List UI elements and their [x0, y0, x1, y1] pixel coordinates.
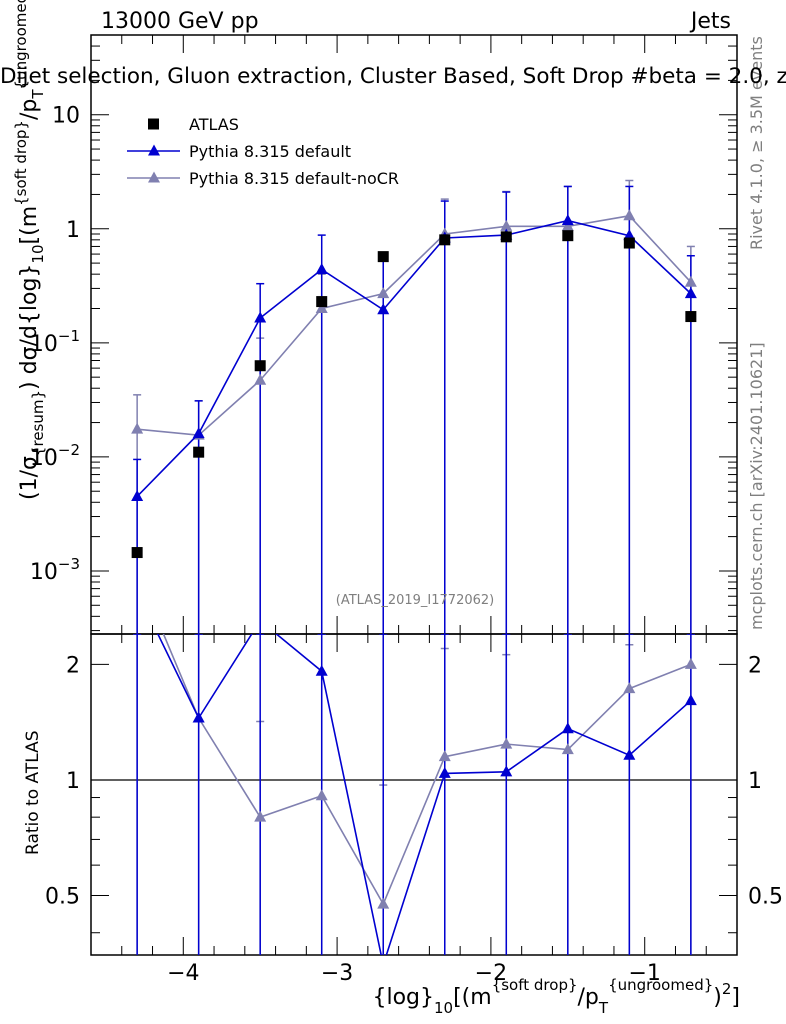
atlas-point	[316, 296, 328, 308]
ratio-point	[377, 897, 390, 909]
ratio-y-tick-label: 1	[66, 769, 80, 794]
data-point	[315, 301, 328, 313]
data-point	[131, 422, 144, 434]
ratio-point	[377, 958, 389, 969]
x-tick-label: −3	[321, 961, 353, 986]
ratio-point	[254, 810, 267, 822]
y-tick-label: 10−3	[30, 555, 80, 585]
ratio-point	[684, 694, 697, 706]
x-axis-label: {log}10[(m{soft drop}/pT{ungroomed})2]	[372, 976, 740, 1017]
ratio-point	[623, 748, 636, 760]
data-point	[623, 209, 636, 221]
y-tick-label: 1	[66, 218, 80, 243]
legend-label: Pythia 8.315 default-noCR	[189, 169, 399, 188]
ratio-point	[315, 789, 328, 801]
y-tick-label: 10−1	[30, 327, 80, 357]
data-point	[561, 219, 574, 231]
atlas-point	[623, 237, 635, 249]
energy-label: 13000 GeV pp	[101, 9, 259, 34]
legend: ATLAS Pythia 8.315 default Pythia 8.315 de…	[127, 115, 399, 188]
data-point	[315, 262, 328, 274]
mcplots-label: mcplots.cern.ch [arXiv:2401.10621]	[747, 342, 766, 630]
atlas-point	[500, 231, 512, 243]
atlas-point	[193, 446, 205, 458]
data-point	[684, 287, 697, 299]
data-point	[377, 287, 390, 299]
legend-marker	[148, 144, 160, 156]
ratio-ylabel: Ratio to ATLAS	[23, 731, 43, 856]
ratio-point	[684, 657, 697, 669]
category-label: Jets	[689, 9, 731, 34]
ratio-point	[438, 766, 451, 778]
data-point	[192, 427, 205, 439]
ratio-frame	[90, 633, 738, 956]
legend-marker	[148, 118, 159, 130]
data-point	[623, 229, 636, 241]
rivet-label: Rivet 4.1.0, ≥ 3.5M events	[747, 36, 766, 250]
atlas-point	[131, 547, 143, 559]
ratio-point	[561, 743, 574, 755]
ratio-line	[156, 634, 692, 955]
ratio-y-tick-label: 2	[66, 653, 80, 678]
ratio-plot	[91, 634, 737, 969]
x-tick-label: −4	[167, 961, 199, 986]
ratio-y-tick-label: 0.5	[45, 885, 80, 910]
plot-title: Dijet selection, Gluon extraction, Clust…	[0, 64, 786, 89]
ratio-line	[162, 634, 692, 906]
ratio-point	[315, 664, 328, 676]
atlas-point	[439, 234, 451, 246]
ratio-point	[561, 722, 574, 734]
atlas-point	[562, 230, 574, 242]
main-ylabel: (1/σ{resum}) dσ/d{log}10[(m{soft drop}/p…	[12, 0, 47, 500]
legend-label: ATLAS	[189, 115, 239, 134]
data-point	[131, 489, 144, 501]
data-point	[500, 219, 513, 231]
ratio-y-tick-label-right: 1	[748, 769, 762, 794]
atlas-point	[254, 360, 266, 372]
data-point	[254, 311, 267, 323]
y-tick-label: 10−2	[30, 441, 80, 471]
axis-ticks: −4 −3 −2 −1 10−3 10−2 10−1 1 10 0.5 0.5 1 1 2 2	[30, 34, 783, 986]
x-tick-label: −1	[628, 961, 660, 986]
y-tick-label: 10	[52, 104, 80, 129]
ratio-point	[192, 711, 205, 723]
series-line	[136, 219, 692, 498]
ratio-point	[623, 682, 636, 694]
legend-marker	[148, 171, 160, 183]
data-point	[684, 275, 697, 287]
analysis-id: (ATLAS_2019_I1772062)	[336, 593, 494, 608]
legend-label: Pythia 8.315 default	[189, 142, 351, 161]
x-tick-label: −2	[475, 961, 507, 986]
data-point	[561, 214, 574, 226]
ratio-y-tick-label-right: 0.5	[748, 885, 783, 910]
ratio-point	[438, 750, 451, 762]
data-point	[377, 303, 390, 315]
ratio-point	[500, 737, 513, 749]
ratio-y-tick-label-right: 2	[748, 653, 762, 678]
atlas-point	[685, 311, 697, 323]
data-point	[254, 373, 267, 385]
main-frame	[90, 34, 738, 635]
series-line	[137, 214, 692, 437]
ratio-point	[500, 765, 513, 777]
atlas-point	[377, 251, 389, 263]
main-plot	[131, 179, 697, 634]
